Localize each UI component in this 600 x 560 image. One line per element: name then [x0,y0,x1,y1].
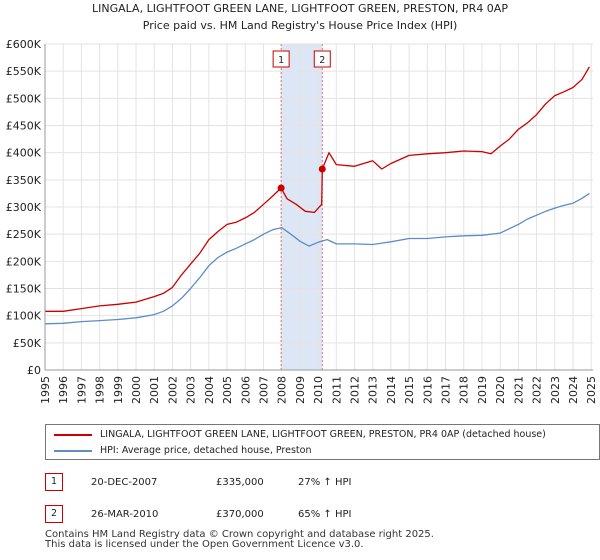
x-tick-label: 2017 [440,376,453,404]
x-tick-label: 2015 [403,376,416,404]
legend-swatch-property [54,433,92,436]
y-tick-label: £350K [6,174,42,187]
y-tick-label: £400K [6,147,42,160]
y-tick-label: £600K [6,38,42,51]
x-tick-label: 2003 [185,376,198,404]
x-tick-label: 2014 [385,376,398,404]
x-tick-label: 2023 [549,376,562,404]
sale-point-2 [318,165,326,173]
y-tick-label: £100K [6,310,42,323]
x-tick-label: 2002 [166,376,179,404]
y-tick-label: £50K [13,337,42,350]
chart-legend: LINGALA, LIGHTFOOT GREEN LANE, LIGHTFOOT… [45,424,600,460]
x-tick-label: 2016 [421,376,434,404]
legend-swatch-hpi [54,449,92,452]
legend-label-hpi: HPI: Average price, detached house, Pres… [100,445,312,456]
sale-hpi-1: 27% ↑ HPI [298,477,352,488]
x-tick-label: 2022 [531,376,544,404]
x-tick-label: 2021 [512,376,525,404]
x-tick-label: 1996 [57,376,70,404]
x-tick-label: 2019 [476,376,489,404]
footer: Contains HM Land Registry data © Crown c… [45,530,434,550]
x-tick-label: 2009 [294,376,307,404]
y-tick-label: £200K [6,255,42,268]
legend-item-property: LINGALA, LIGHTFOOT GREEN LANE, LIGHTFOOT… [54,427,546,443]
x-tick-label: 2000 [130,376,143,404]
x-tick-label: 1998 [94,376,107,404]
x-tick-label: 2025 [585,376,598,404]
x-tick-label: 2010 [312,376,325,404]
y-tick-label: £450K [6,120,42,133]
x-tick-label: 2006 [239,376,252,404]
y-tick-label: £550K [6,65,42,78]
sale-marker-box-1 [272,50,290,68]
x-tick-label: 2001 [148,376,161,404]
legend-item-hpi: HPI: Average price, detached house, Pres… [54,443,311,459]
chart-title: LINGALA, LIGHTFOOT GREEN LANE, LIGHTFOOT… [92,2,508,15]
x-tick-label: 2024 [567,376,580,404]
sale-marker-label-1: 1 [278,55,284,66]
sale-marker-label-2: 2 [319,55,325,66]
x-tick-label: 1995 [39,376,52,404]
x-tick-label: 2013 [367,376,380,404]
y-tick-label: £0 [27,364,41,377]
x-tick-label: 2011 [330,376,343,404]
x-tick-label: 2007 [257,376,270,404]
sale-date-2: 26-MAR-2010 [91,509,159,520]
sale-marker-box-2 [313,50,331,68]
y-tick-label: £500K [6,92,42,105]
series-line-property [45,66,590,312]
price-chart: LINGALA, LIGHTFOOT GREEN LANE, LIGHTFOOT… [6,2,598,404]
sale-date-1: 20-DEC-2007 [91,477,158,488]
y-tick-label: £150K [6,283,42,296]
y-tick-label: £250K [6,228,42,241]
x-tick-label: 2012 [349,376,362,404]
x-tick-label: 2004 [203,376,216,404]
x-tick-label: 2020 [494,376,507,404]
sale-badge-1: 1 [45,473,63,491]
x-tick-label: 1997 [75,376,88,404]
sale-price-1: £335,000 [216,477,264,488]
sale-hpi-2: 65% ↑ HPI [298,509,352,520]
y-tick-label: £300K [6,201,42,214]
footer-line-2: This data is licensed under the Open Gov… [45,539,364,550]
chart-subtitle: Price paid vs. HM Land Registry's House … [143,19,458,32]
x-tick-label: 2018 [458,376,471,404]
series-line-hpi [44,192,590,325]
sale-price-2: £370,000 [216,509,264,520]
x-tick-label: 2008 [276,376,289,404]
legend-label-property: LINGALA, LIGHTFOOT GREEN LANE, LIGHTFOOT… [100,429,546,440]
x-tick-label: 1999 [112,376,125,404]
sale-point-1 [277,184,285,192]
x-tick-label: 2005 [221,376,234,404]
footer-line-1: Contains HM Land Registry data © Crown c… [45,529,434,540]
sale-badge-2: 2 [45,505,63,523]
